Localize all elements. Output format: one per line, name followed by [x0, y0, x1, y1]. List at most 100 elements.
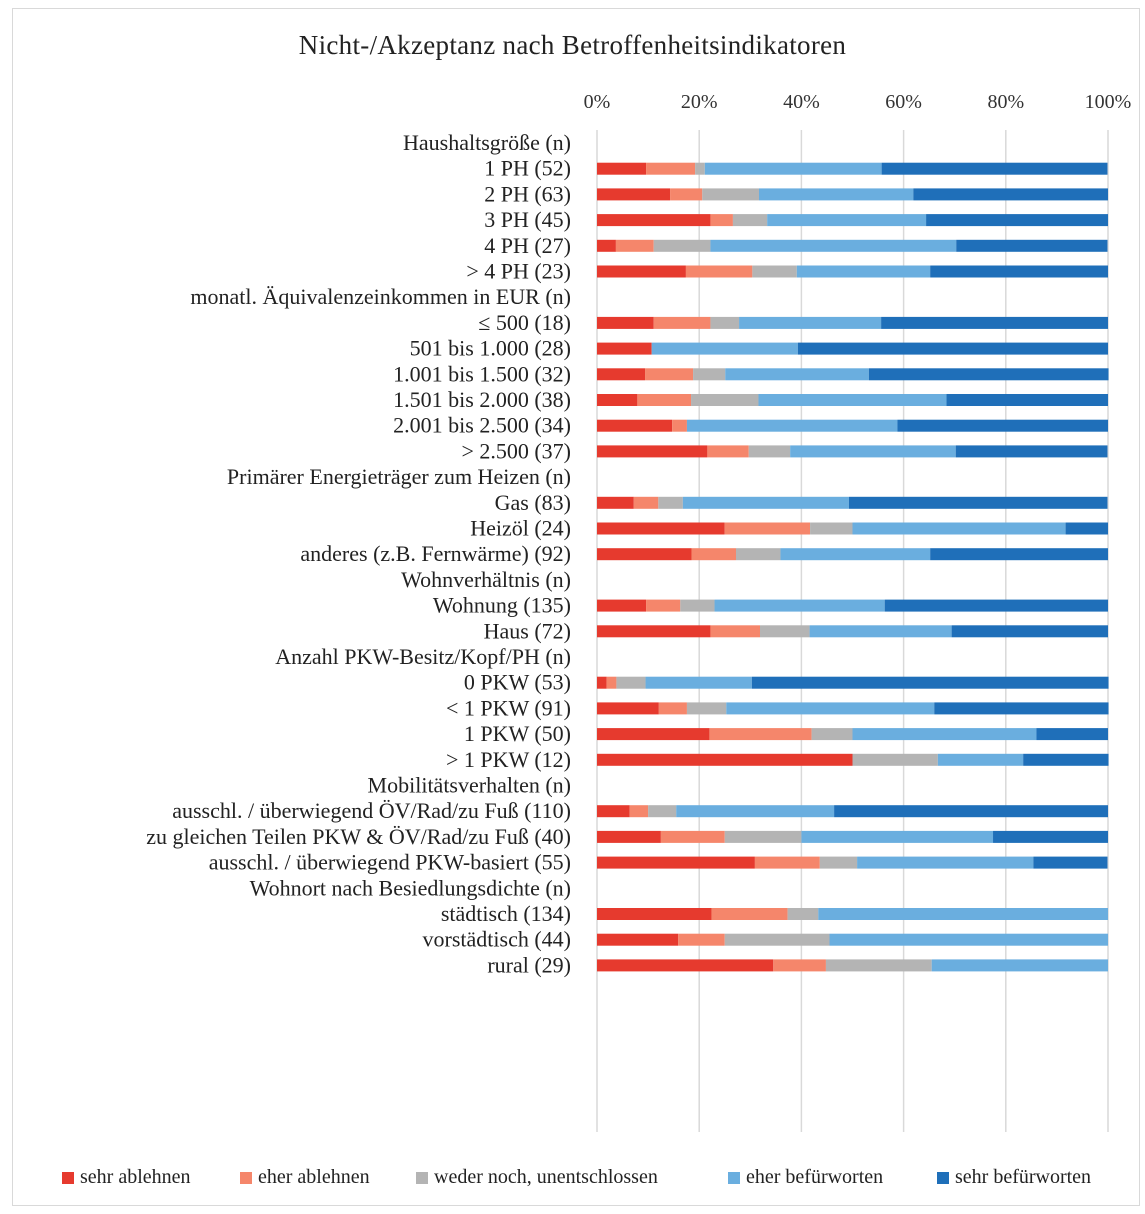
bar-segment-sehr-befuerworten — [881, 316, 1108, 329]
bar-segment-weder-noch — [760, 625, 810, 638]
bar-segment-eher-befuerworten — [790, 445, 956, 458]
bar-segment-sehr-ablehnen — [597, 522, 725, 535]
category-label: Gas (83) — [495, 490, 571, 515]
bar-segment-eher-befuerworten — [931, 959, 1108, 972]
category-label: Wohnung (135) — [433, 593, 571, 618]
bar-segment-sehr-ablehnen — [597, 316, 654, 329]
bar-segment-weder-noch — [724, 830, 802, 843]
category-label: 2 PH (63) — [484, 181, 571, 206]
category-label: > 4 PH (23) — [466, 259, 571, 284]
bar-segment-sehr-ablehnen — [597, 188, 671, 201]
bar-segment-eher-ablehnen — [685, 265, 753, 278]
bar-segment-sehr-befuerworten — [897, 419, 1108, 432]
bar-segment-eher-befuerworten — [801, 830, 994, 843]
bar-segment-weder-noch — [748, 445, 791, 458]
chart-legend: sehr ablehnen eher ablehnen weder noch, … — [0, 1166, 1145, 1196]
legend-swatch — [240, 1171, 252, 1184]
bar-segment-sehr-ablehnen — [597, 394, 638, 406]
legend-label: sehr befürworten — [955, 1166, 1092, 1188]
category-group-label: Primärer Energieträger zum Heizen (n) — [227, 464, 571, 489]
bar-segment-eher-befuerworten — [704, 162, 882, 175]
bar-segment-eher-ablehnen — [629, 805, 649, 818]
bar-segment-eher-befuerworten — [726, 702, 935, 715]
bar-segment-eher-befuerworten — [829, 933, 1108, 946]
category-group-label: Haushaltsgröße (n) — [403, 130, 571, 155]
bar-segment-sehr-ablehnen — [597, 908, 712, 920]
bar-segment-eher-ablehnen — [724, 522, 811, 535]
category-label: zu gleichen Teilen PKW & ÖV/Rad/zu Fuß (… — [146, 824, 571, 849]
bar-segment-eher-ablehnen — [670, 188, 703, 201]
bar-segment-eher-ablehnen — [709, 728, 812, 741]
bar-segment-eher-befuerworten — [651, 342, 798, 355]
bar-segment-eher-ablehnen — [710, 625, 761, 638]
category-label: 2.001 bis 2.500 (34) — [393, 413, 571, 438]
chart-title: Nicht-/Akzeptanz nach Betroffenheitsindi… — [298, 30, 847, 60]
bar-segment-weder-noch — [810, 522, 853, 535]
category-label: städtisch (134) — [441, 901, 571, 926]
bar-segment-eher-befuerworten — [645, 676, 752, 689]
bar-segment-weder-noch — [653, 239, 711, 252]
bar-segment-weder-noch — [648, 805, 677, 818]
bar-segment-eher-ablehnen — [707, 445, 749, 458]
bar-segment-eher-ablehnen — [711, 908, 788, 920]
legend-label: eher ablehnen — [258, 1166, 370, 1188]
bar-segment-sehr-ablehnen — [597, 548, 692, 561]
bar-segment-eher-ablehnen — [606, 676, 617, 689]
category-label: 3 PH (45) — [484, 207, 571, 232]
category-label: ausschl. / überwiegend ÖV/Rad/zu Fuß (11… — [172, 798, 571, 823]
category-group-label: Mobilitätsverhalten (n) — [368, 773, 571, 798]
bar-segment-eher-ablehnen — [660, 830, 725, 843]
bar-segment-sehr-ablehnen — [597, 162, 647, 175]
legend-item-eher-ablehnen: eher ablehnen — [240, 1166, 370, 1189]
bar-segment-sehr-befuerworten — [848, 496, 1108, 509]
bar-segment-sehr-ablehnen — [597, 368, 646, 381]
legend-label: eher befürworten — [746, 1166, 884, 1188]
bar-segment-weder-noch — [702, 188, 759, 201]
bar-segment-sehr-befuerworten — [1033, 856, 1108, 869]
bar-segment-eher-befuerworten — [758, 188, 914, 201]
bar-segment-eher-befuerworten — [809, 625, 952, 638]
bar-segment-eher-ablehnen — [633, 496, 659, 509]
bar-segment-weder-noch — [680, 599, 715, 612]
bar-segment-eher-ablehnen — [658, 702, 687, 715]
category-label: > 1 PKW (12) — [446, 747, 571, 772]
category-group-label: Wohnort nach Besiedlungsdichte (n) — [250, 875, 571, 900]
bar-segment-eher-befuerworten — [758, 394, 947, 406]
bar-segment-eher-ablehnen — [637, 394, 692, 406]
legend-label: weder noch, unentschlossen — [434, 1166, 658, 1188]
bar-segment-eher-befuerworten — [937, 753, 1024, 766]
category-label: 501 bis 1.000 (28) — [410, 336, 571, 361]
bar-segment-eher-befuerworten — [725, 368, 869, 381]
category-label: vorstädtisch (44) — [423, 927, 571, 952]
bar-segment-sehr-ablehnen — [597, 856, 755, 869]
category-label: Haus (72) — [484, 618, 571, 643]
bar-segment-sehr-befuerworten — [913, 188, 1108, 201]
bar-segment-eher-ablehnen — [646, 599, 681, 612]
category-group-label: Wohnverhältnis (n) — [401, 567, 571, 592]
bar-segment-sehr-ablehnen — [597, 625, 711, 638]
category-label: 0 PKW (53) — [464, 670, 571, 695]
category-label: Heizöl (24) — [470, 516, 571, 541]
legend-swatch — [937, 1171, 949, 1184]
bar-segment-sehr-befuerworten — [946, 394, 1108, 406]
bar-segment-weder-noch — [695, 162, 705, 175]
bar-segment-sehr-befuerworten — [934, 702, 1109, 715]
bar-segment-eher-befuerworten — [857, 856, 1034, 869]
bar-segment-sehr-befuerworten — [951, 625, 1108, 638]
legend-swatch — [62, 1171, 74, 1184]
bar-segment-sehr-ablehnen — [597, 599, 647, 612]
bar-segment-eher-befuerworten — [710, 239, 957, 252]
bar-segment-sehr-ablehnen — [597, 933, 679, 946]
bar-segment-eher-befuerworten — [682, 496, 849, 509]
legend-item-sehr-ablehnen: sehr ablehnen — [62, 1166, 191, 1189]
category-label: > 2.500 (37) — [461, 438, 571, 463]
bar-segment-weder-noch — [724, 933, 830, 946]
bar-segment-sehr-befuerworten — [955, 445, 1108, 458]
bar-segment-eher-befuerworten — [852, 522, 1066, 535]
bar-segment-weder-noch — [787, 908, 819, 920]
category-label: ≤ 500 (18) — [478, 310, 571, 335]
bar-segment-weder-noch — [732, 214, 768, 227]
legend-item-sehr-befuerworten: sehr befürworten — [937, 1166, 1091, 1189]
bar-segment-eher-befuerworten — [780, 548, 931, 561]
bar-segment-eher-ablehnen — [645, 368, 694, 381]
